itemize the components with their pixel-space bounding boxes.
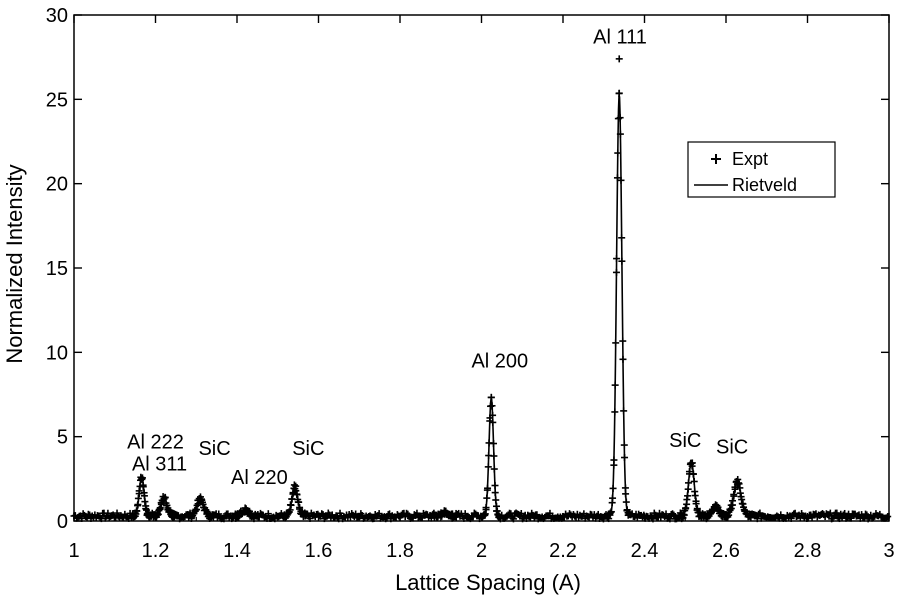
peak-label: SiC bbox=[198, 438, 230, 460]
peak-label: SiC bbox=[669, 430, 701, 452]
expt-point bbox=[160, 495, 168, 503]
y-axis: 0 5 10 15 20 25 30 bbox=[46, 5, 889, 533]
peak-label: Al 200 bbox=[471, 351, 528, 373]
expt-point bbox=[670, 511, 678, 519]
x-tick-label: 1.6 bbox=[305, 540, 333, 562]
x-tick-label: 2.8 bbox=[794, 540, 822, 562]
y-tick-label: 30 bbox=[46, 5, 68, 27]
y-tick-label: 0 bbox=[57, 511, 68, 533]
peak-label: Al 220 bbox=[231, 467, 288, 489]
peak-label: Al 111 bbox=[593, 27, 647, 49]
x-tick-label: 2.2 bbox=[549, 540, 577, 562]
peak-label: Al 311 bbox=[132, 453, 187, 475]
peak-label: SiC bbox=[292, 438, 324, 460]
x-tick-label: 1.4 bbox=[223, 540, 251, 562]
expt-point bbox=[209, 513, 217, 521]
x-tick-label: 1 bbox=[68, 540, 79, 562]
y-axis-title: Normalized Intensity bbox=[2, 164, 27, 363]
legend-label-rietveld: Rietveld bbox=[732, 175, 797, 195]
x-tick-label: 1.2 bbox=[142, 540, 170, 562]
expt-point bbox=[171, 513, 179, 521]
x-tick-label: 1.8 bbox=[386, 540, 414, 562]
legend-box bbox=[687, 141, 836, 198]
x-axis: 1 1.2 1.4 1.6 1.8 2 2.2 2.4 2.6 2.8 3 bbox=[68, 15, 895, 562]
expt-point bbox=[417, 513, 425, 521]
peak-label: Al 222 bbox=[127, 431, 184, 453]
legend-marker-expt bbox=[711, 154, 721, 164]
peak-label: SiC bbox=[716, 437, 748, 459]
y-tick-label: 5 bbox=[57, 427, 68, 449]
y-tick-label: 20 bbox=[46, 174, 68, 196]
y-tick-label: 10 bbox=[46, 342, 68, 364]
y-tick-label: 15 bbox=[46, 258, 68, 280]
y-tick-label: 25 bbox=[46, 89, 68, 111]
expt-point bbox=[254, 513, 262, 521]
expt-point bbox=[452, 513, 460, 521]
x-tick-label: 3 bbox=[883, 540, 894, 562]
x-tick-label: 2.4 bbox=[631, 540, 659, 562]
legend-label-expt: Expt bbox=[732, 149, 768, 169]
legend: Expt Rietveld bbox=[687, 141, 836, 198]
x-axis-title: Lattice Spacing (A) bbox=[395, 570, 581, 595]
x-tick-label: 2 bbox=[476, 540, 487, 562]
expt-point bbox=[615, 55, 623, 63]
x-tick-label: 2.6 bbox=[712, 540, 740, 562]
